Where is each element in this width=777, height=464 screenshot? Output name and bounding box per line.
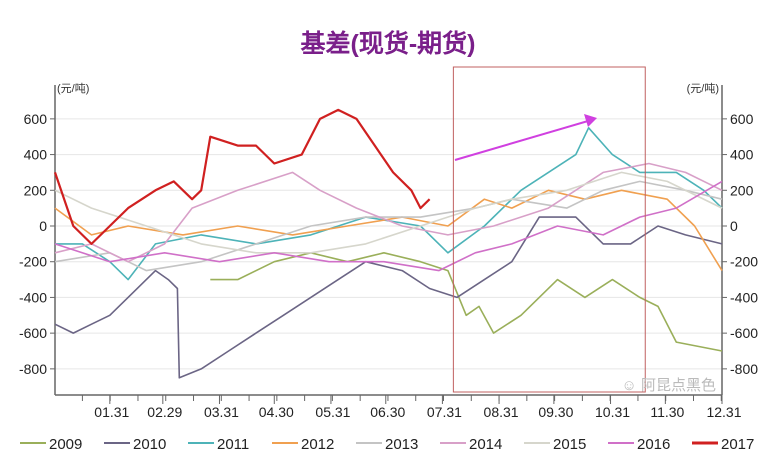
- y-tick-label-right: 0: [730, 218, 738, 234]
- y-tick-label-right: 600: [730, 111, 754, 127]
- x-tick-label: 01.31: [94, 404, 129, 420]
- series-line-2016: [54, 180, 723, 272]
- series-line-2014: [54, 162, 723, 263]
- series-line-2017: [53, 108, 431, 245]
- series-line-2011: [55, 127, 723, 281]
- legend-label-2017: 2017: [721, 436, 754, 453]
- series-line-2015: [54, 171, 723, 254]
- x-tick-label: 02.29: [147, 404, 182, 420]
- legend-label-2016: 2016: [637, 436, 670, 453]
- x-tick-label: 07.31: [427, 404, 462, 420]
- y-tick-label-left: -600: [19, 325, 47, 341]
- highlight-box: [452, 66, 646, 393]
- x-tick-label: 03.31: [204, 404, 239, 420]
- legend-label-2012: 2012: [301, 436, 334, 453]
- y-tick-label-right: -600: [730, 325, 758, 341]
- right-axis-unit: (元/吨): [687, 82, 719, 95]
- wechat-icon: ☺: [622, 377, 641, 394]
- chart-title: 基差(现货-期货): [301, 29, 476, 58]
- x-tick-label: 10.31: [595, 404, 630, 420]
- legend-label-2013: 2013: [385, 436, 418, 453]
- trend-arrow: [454, 120, 589, 161]
- watermark-text: 阿昆点黑色: [641, 377, 716, 394]
- watermark: ☺ 阿昆点黑色: [622, 377, 717, 394]
- x-tick-label: 04.30: [259, 404, 294, 420]
- y-tick-label-left: -400: [19, 289, 47, 305]
- legend-label-2010: 2010: [133, 436, 166, 453]
- x-tick-label: 09.30: [538, 404, 573, 420]
- series-line-2010: [54, 216, 723, 379]
- y-tick-label-right: -200: [730, 254, 758, 270]
- x-tick-label: 08.31: [484, 404, 519, 420]
- x-tick-label: 12.31: [706, 404, 741, 420]
- y-tick-label-right: 200: [730, 182, 754, 198]
- y-tick-label-left: 0: [39, 218, 47, 234]
- y-tick-label-left: 200: [24, 182, 48, 198]
- y-tick-label-right: 400: [730, 147, 754, 163]
- y-tick-label-left: -200: [19, 254, 47, 270]
- legend-label-2011: 2011: [217, 436, 249, 453]
- x-tick-label: 05.31: [315, 404, 350, 420]
- arrow-head-icon: [584, 114, 597, 127]
- y-tick-label-left: 400: [24, 147, 48, 163]
- series-line-2013: [54, 180, 723, 272]
- left-axis-unit: (元/吨): [57, 82, 89, 95]
- y-tick-label-left: 600: [24, 111, 48, 127]
- legend-label-2009: 2009: [49, 436, 82, 453]
- x-tick-label: 06.30: [370, 404, 405, 420]
- series-line-2012: [54, 189, 723, 272]
- legend-label-2014: 2014: [469, 436, 502, 453]
- y-tick-label-right: -400: [730, 289, 758, 305]
- y-tick-label-left: -800: [19, 361, 47, 377]
- y-tick-label-right: -800: [730, 361, 758, 377]
- legend-label-2015: 2015: [553, 436, 586, 453]
- x-tick-label: 11.30: [650, 404, 684, 420]
